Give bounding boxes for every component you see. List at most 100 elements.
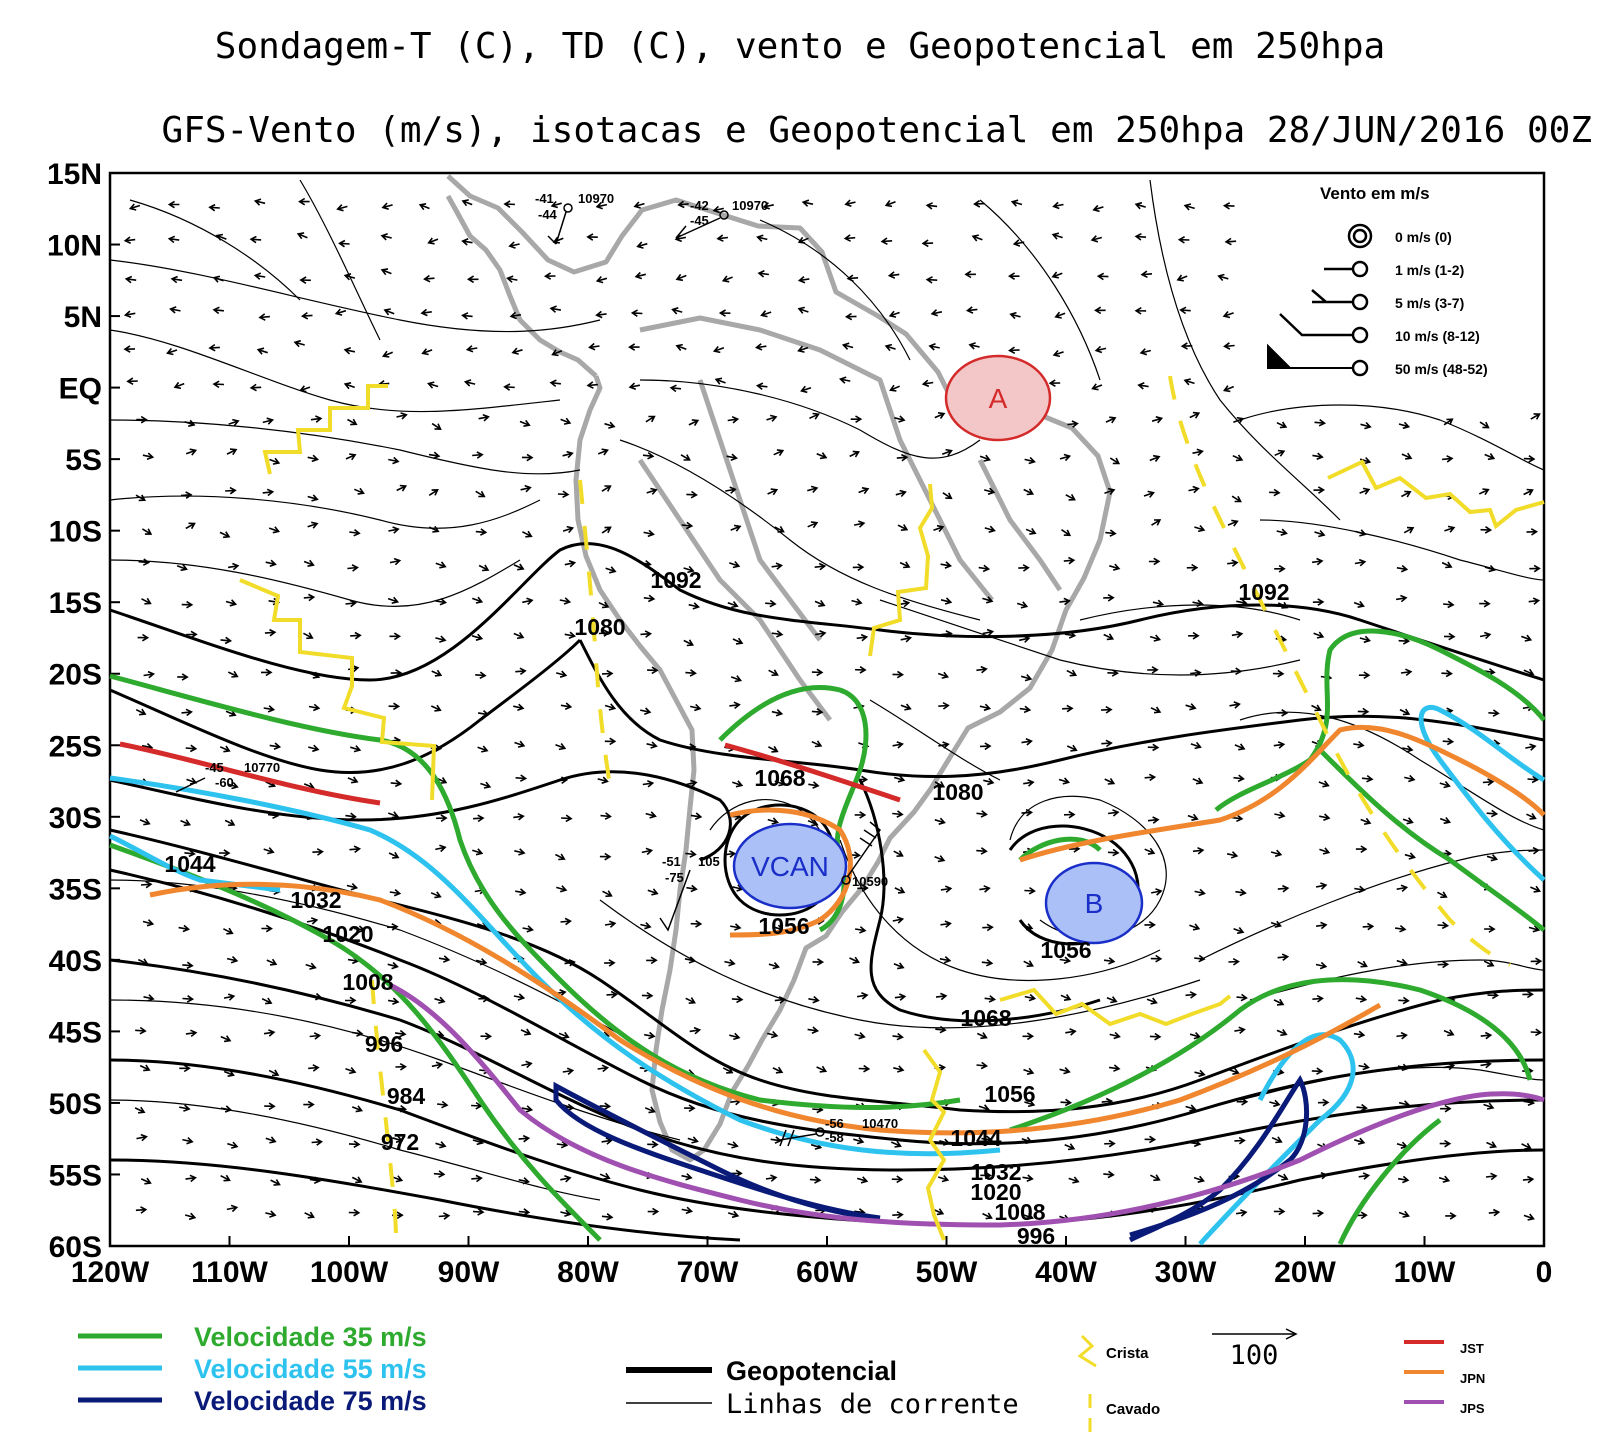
wind-arrow [628,382,641,390]
wind-arrow [225,486,237,495]
wind-arrow [602,890,613,898]
wind-arrow [586,233,598,241]
wind-arrow [1151,888,1163,896]
wind-arrow [718,309,731,317]
wind-arrow [1231,814,1244,823]
wind-arrow [1521,634,1533,642]
wind-arrow [849,956,861,964]
wind-arrow [597,776,609,784]
wind-arrow [801,199,814,207]
wind-arrow [633,201,645,209]
wind-arrow [387,997,400,1006]
wind-arrow [308,703,321,712]
wind-arrow [681,521,694,530]
wind-arrow [598,629,611,637]
wind-arrow [1354,885,1366,894]
wind-arrow [433,1170,446,1178]
wind-arrow [685,850,697,858]
wind-arrow [984,995,997,1003]
wind-arrow [643,529,655,538]
wind-arrow [690,812,703,820]
wind-arrow [894,415,906,423]
wind-arrow [636,241,648,249]
wind-arrow [940,920,952,928]
wind-arrow [138,558,151,566]
wind-arrow [807,1026,820,1034]
wind-arrow [1480,526,1493,534]
wind-arrow [226,448,238,456]
wind-arrow [1479,421,1490,429]
legend-jst-label: JST [1460,1341,1484,1356]
lat-tick-label: 45S [49,1016,102,1049]
wind-arrow [521,1060,533,1069]
wind-arrow [350,631,362,640]
wind-arrow [853,520,866,528]
wind-arrow [388,851,400,859]
wind-arrow [1021,738,1033,746]
wind-arrow [1437,891,1448,899]
legend-vector-scale: 100 [1212,1328,1298,1371]
wind-arrow [1272,669,1285,678]
wind-arrow [1527,775,1540,784]
wind-arrow [1488,1208,1501,1217]
wind-arrow [219,531,231,539]
wind-arrow [1530,885,1542,893]
wind-arrow [1023,488,1035,496]
wind-arrow [220,1105,233,1113]
wind-arrow [1269,1099,1281,1108]
wind-arrow [135,1026,147,1035]
wind-arrow [212,275,224,283]
wind-arrow [1437,960,1450,969]
legend-jps: JPS [1404,1400,1485,1416]
wind-arrow [135,708,147,716]
wind-arrow [976,847,988,855]
wind-arrow [730,675,743,683]
wind-arrow [1483,960,1495,967]
wind-arrow [1439,817,1452,825]
wind-arrow [1486,854,1499,862]
wind-arrow [560,417,572,425]
wind-arrow [1398,996,1410,1005]
wind-arrow [771,562,784,570]
wind-arrow [857,884,869,892]
wind-arrow [1530,413,1541,420]
wind-arrow [180,819,192,827]
wind-arrow [1396,1031,1408,1040]
wind-arrow [1311,704,1322,712]
wind-arrow [683,639,695,647]
wind-arrow [351,1029,364,1037]
wind-arrow [844,199,856,207]
wind-arrow [1403,526,1415,534]
wind-arrow [891,1175,904,1184]
wind-arrow [269,457,281,465]
wind-arrow [1353,1030,1366,1039]
wind-arrow [263,1029,276,1037]
wind-arrow [1224,237,1237,246]
wind-arrow [1183,378,1195,386]
contour-label: 1092 [650,567,701,593]
wind-arrow [258,313,270,321]
wind-arrow [1443,1029,1455,1037]
wind-arrow [304,1211,315,1219]
wind-arrow [1355,845,1368,853]
lat-tick-label: 30S [49,802,102,835]
wind-arrow [599,1172,611,1180]
wind-arrow [225,599,238,607]
wind-arrow [644,1106,656,1114]
wind-arrow [968,342,980,350]
wind-arrow [1440,1104,1452,1113]
wind-arrow [982,628,995,637]
wind-arrow [561,814,573,823]
wind-arrow [1442,455,1454,463]
legend-ridge-label: Crista [1106,1345,1149,1362]
wind-arrow [811,740,823,748]
wind-arrow [303,593,316,602]
wind-arrow [185,522,196,530]
wind-arrow [681,1206,693,1215]
wind-arrow [725,486,737,494]
wind-arrow [345,1066,357,1075]
legend-trough: Cavado [1088,1394,1160,1432]
wind-arrow [1058,777,1071,785]
lat-tick-label: 5S [65,444,102,477]
wind-arrow [1394,924,1407,933]
